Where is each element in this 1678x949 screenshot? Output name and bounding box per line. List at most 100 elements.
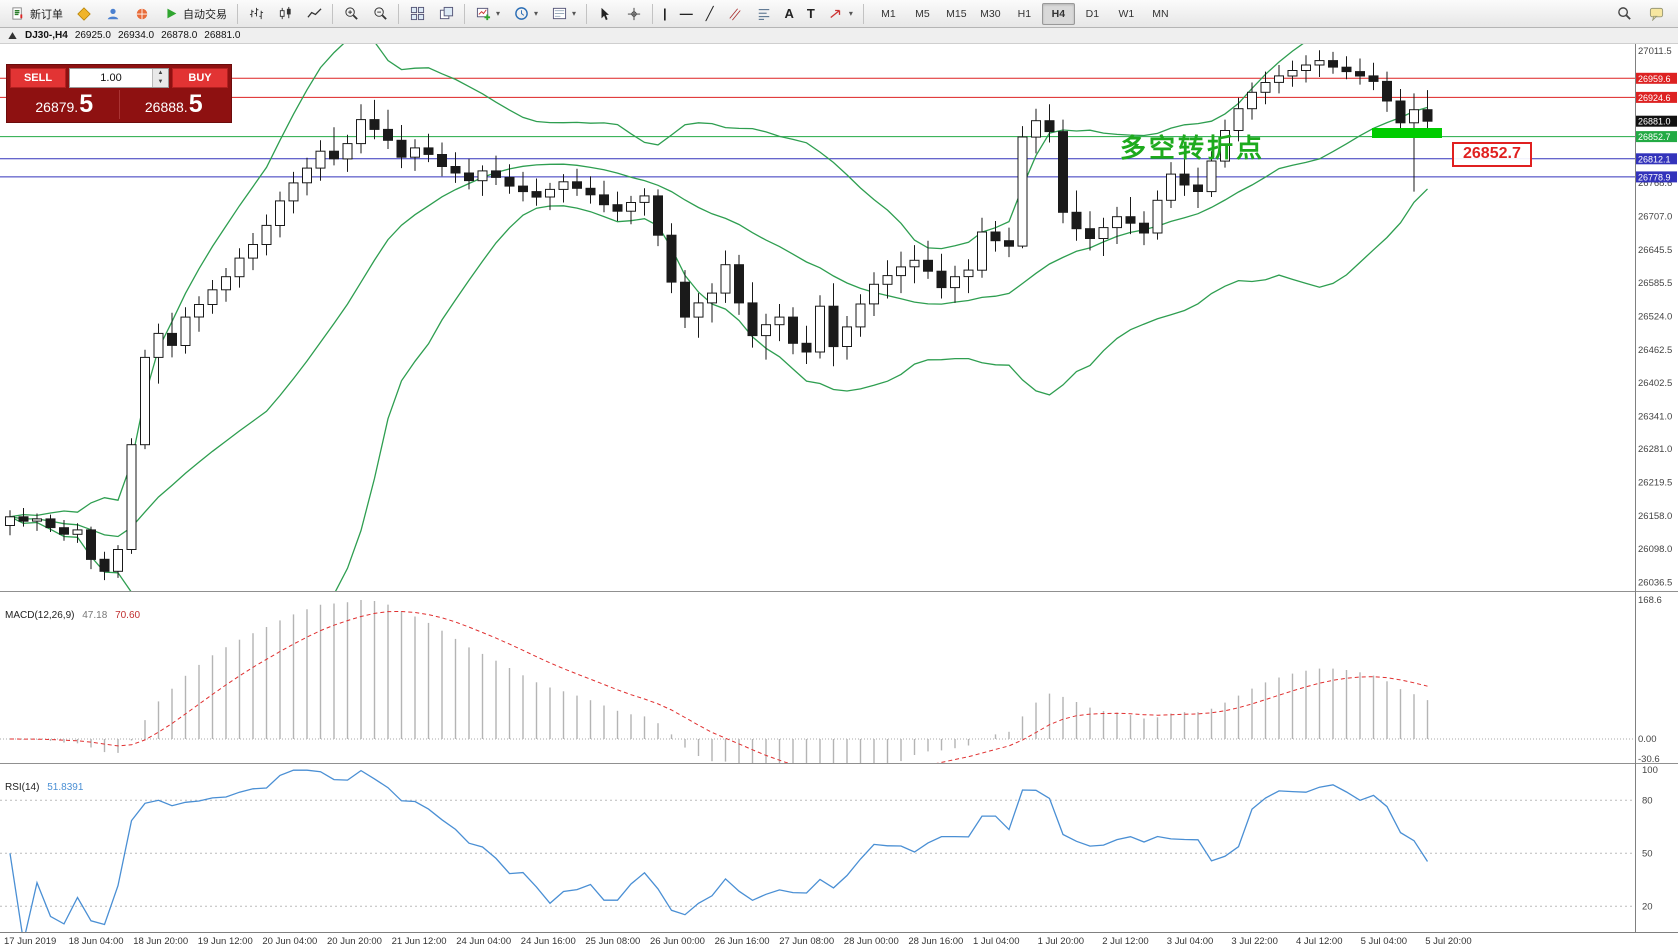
market-button[interactable] <box>128 2 156 26</box>
toolbar-separator <box>237 3 238 24</box>
chat-button[interactable] <box>1642 2 1670 26</box>
svg-text:26881.0: 26881.0 <box>1638 117 1671 127</box>
search-button[interactable] <box>1610 2 1638 26</box>
svg-text:26768.6: 26768.6 <box>1638 178 1672 189</box>
horizontal-level-lines[interactable] <box>0 77 1635 178</box>
svg-text:26462.5: 26462.5 <box>1638 345 1672 356</box>
clock-icon <box>513 6 529 22</box>
cascade-windows-icon <box>438 6 454 22</box>
tf-button-MN[interactable]: MN <box>1152 7 1169 20</box>
tf-button-M30[interactable]: M30 <box>980 7 1001 20</box>
deposit-button[interactable] <box>70 2 98 26</box>
price-chart-svg[interactable]: 27011.5 26768.6 26707.0 26645.5 26585.5 26524… <box>0 44 1678 932</box>
zoom-out-button[interactable] <box>366 2 394 26</box>
new-order-label: 新订单 <box>30 8 63 21</box>
text-tool[interactable]: A <box>779 2 800 26</box>
tf-button-D1[interactable]: D1 <box>1085 7 1100 20</box>
trendline-icon: ╱ <box>705 5 714 21</box>
volume-up-button[interactable]: ▲ <box>153 69 168 78</box>
globe-icon <box>134 6 150 22</box>
dropdown-arrow-icon: ▾ <box>572 9 577 18</box>
tf-button-H1[interactable]: H1 <box>1017 7 1032 20</box>
time-label: 18 Jun 04:00 <box>68 936 124 947</box>
svg-text:26852.7: 26852.7 <box>1638 132 1671 142</box>
template-dropdown[interactable]: ▾ <box>545 2 582 26</box>
tf-button-M1[interactable]: M1 <box>881 7 896 20</box>
time-label: 20 Jun 20:00 <box>327 936 382 947</box>
sell-price-display[interactable]: 26879. 5 <box>10 90 119 119</box>
macd-main-value: 47.18 <box>82 610 108 621</box>
coin-icon <box>76 6 92 22</box>
search-icon <box>1616 6 1632 22</box>
chart-window-titlebar: DJ30-,H4 26925.0 26934.0 26878.0 26881.0 <box>0 28 1678 44</box>
timeframe-buttons: M1 M5 M15 M30 H1 H4 D1 W1 MN <box>872 2 1177 25</box>
chat-icon <box>1648 6 1664 22</box>
ohlc-high: 26934.0 <box>117 30 155 41</box>
label-icon: T <box>806 6 815 21</box>
svg-text:27011.5: 27011.5 <box>1638 46 1672 57</box>
svg-text:26158.0: 26158.0 <box>1638 511 1672 522</box>
community-button[interactable] <box>99 2 127 26</box>
time-axis[interactable]: 17 Jun 2019 18 Jun 04:00 18 Jun 20:00 19 Ju… <box>0 932 1678 949</box>
tile-windows-button[interactable] <box>403 2 431 26</box>
tf-button-M15[interactable]: M15 <box>946 7 967 20</box>
tf-button-M5[interactable]: M5 <box>915 7 930 20</box>
time-label: 18 Jun 20:00 <box>133 936 189 947</box>
turning-point-annotation[interactable]: 多空转折点 <box>1120 133 1266 163</box>
label-tool[interactable]: T <box>801 2 821 26</box>
fibonacci-tool[interactable] <box>750 2 778 26</box>
channel-tool[interactable] <box>721 2 749 26</box>
arrows-dropdown[interactable]: ▾ <box>822 2 859 26</box>
time-label: 26 Jun 00:00 <box>650 936 705 947</box>
bar-chart-button[interactable] <box>242 2 270 26</box>
new-chart-dropdown[interactable]: ▾ <box>469 2 506 26</box>
new-order-button[interactable]: 新订单 <box>4 2 69 26</box>
macd-pane: 168.6 0.00 -30.6 <box>0 595 1662 765</box>
dropdown-arrow-icon: ▾ <box>496 9 501 18</box>
price-axis[interactable]: 27011.5 26768.6 26707.0 26645.5 26585.5 26524… <box>1636 46 1677 589</box>
horizontal-line-tool[interactable]: — <box>674 2 699 26</box>
svg-text:0.00: 0.00 <box>1638 734 1657 745</box>
candle-chart-button[interactable] <box>271 2 299 26</box>
cascade-windows-button[interactable] <box>432 2 460 26</box>
time-label: 28 Jun 16:00 <box>908 936 964 947</box>
zoom-out-icon <box>372 6 388 22</box>
svg-text:26098.0: 26098.0 <box>1638 544 1672 555</box>
svg-text:20: 20 <box>1642 901 1653 912</box>
rsi-value: 51.8391 <box>47 782 84 793</box>
zoom-in-button[interactable] <box>337 2 365 26</box>
trendline-tool[interactable]: ╱ <box>700 2 720 26</box>
price-callout-label[interactable]: 26852.7 <box>1452 142 1532 167</box>
play-icon <box>163 6 179 22</box>
volume-input[interactable]: 1.00 <box>100 72 122 84</box>
tf-button-W1[interactable]: W1 <box>1118 7 1135 20</box>
svg-text:168.6: 168.6 <box>1638 595 1662 606</box>
sell-button[interactable]: SELL <box>10 68 66 88</box>
svg-text:26812.1: 26812.1 <box>1638 154 1671 164</box>
rsi-pane-label: RSI(14) 51.8391 <box>5 782 83 793</box>
buy-price-display[interactable]: 26888. 5 <box>118 90 229 119</box>
time-label: 20 Jun 04:00 <box>262 936 318 947</box>
volume-down-button[interactable]: ▼ <box>153 78 168 87</box>
line-chart-button[interactable] <box>300 2 328 26</box>
text-icon: A <box>784 6 794 21</box>
rsi-pane: 100 80 50 20 <box>0 765 1658 932</box>
svg-text:26219.5: 26219.5 <box>1638 478 1672 489</box>
ohlc-close: 26881.0 <box>204 30 241 41</box>
channel-icon <box>727 6 743 22</box>
crosshair-tool-button[interactable] <box>620 2 648 26</box>
time-label: 27 Jun 08:00 <box>779 936 835 947</box>
time-label: 19 Jun 12:00 <box>197 936 253 947</box>
dropdown-arrow-icon: ▾ <box>848 9 853 18</box>
buy-button[interactable]: BUY <box>172 68 228 88</box>
highlight-bar[interactable] <box>1372 128 1442 138</box>
svg-text:26778.9: 26778.9 <box>1638 172 1671 182</box>
cursor-tool-button[interactable] <box>591 2 619 26</box>
template-icon <box>551 6 567 22</box>
vertical-line-tool[interactable]: | <box>657 2 673 26</box>
period-dropdown[interactable]: ▾ <box>507 2 544 26</box>
svg-text:26281.0: 26281.0 <box>1638 444 1672 455</box>
sell-price-big-digit: 5 <box>79 90 94 118</box>
tf-button-H4[interactable]: H4 <box>1041 2 1075 25</box>
auto-trading-button[interactable]: 自动交易 <box>157 2 233 26</box>
